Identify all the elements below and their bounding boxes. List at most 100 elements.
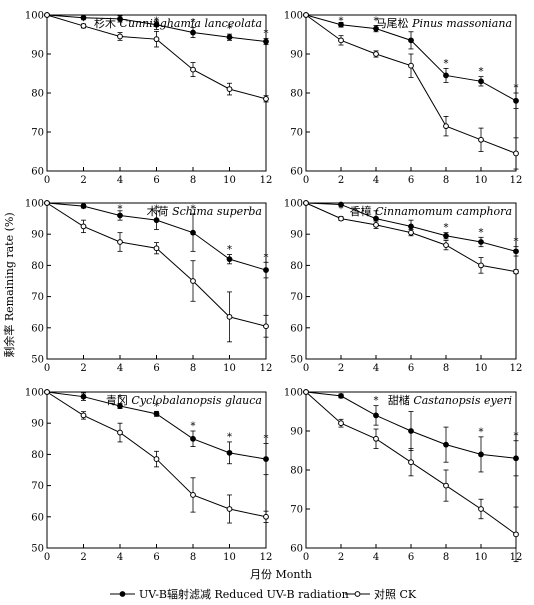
data-point-control [373, 435, 379, 442]
significance-marker: * [191, 17, 196, 28]
x-tick-label: 0 [44, 363, 50, 374]
x-tick-label: 12 [260, 552, 273, 563]
panel-4: 50 60 70 80 90 100 0 2 4 6 8 10 12 香樟 Cinnamomum camp… [284, 199, 522, 375]
data-point-treatment [153, 21, 160, 28]
x-tick-label: 8 [443, 552, 449, 563]
legend: UV-B辐射滤减 Reduced UV-B radiation 对照 CK [110, 587, 417, 601]
significance-marker: * [118, 204, 123, 215]
data-point-control [117, 239, 123, 245]
x-tick-label: 10 [223, 175, 236, 186]
data-point-treatment [153, 217, 160, 224]
x-axis-label: 月份 Month [250, 568, 312, 581]
x-tick-label: 0 [44, 175, 50, 186]
x-tick-label: 2 [338, 552, 344, 563]
y-tick-label: 60 [31, 512, 44, 523]
data-point-treatment [263, 38, 269, 45]
data-point-treatment [513, 97, 519, 104]
x-tick-label: 10 [475, 175, 488, 186]
x-tick-label: 2 [338, 175, 344, 186]
significance-marker: * [191, 421, 196, 432]
y-tick-label: 80 [31, 89, 44, 100]
significance-marker: * [374, 396, 379, 407]
significance-marker: * [227, 244, 232, 255]
x-tick-label: 12 [260, 175, 273, 186]
x-tick-label: 4 [373, 175, 379, 186]
data-point-treatment [190, 435, 196, 442]
significance-marker: * [339, 204, 344, 215]
legend-control-label: 对照 CK [374, 587, 417, 601]
data-point-treatment [338, 393, 344, 399]
y-tick-label: 100 [25, 11, 44, 22]
data-point-treatment [373, 412, 379, 419]
data-point-treatment [263, 267, 269, 273]
data-point-control [303, 12, 309, 18]
data-point-treatment [117, 403, 123, 409]
x-tick-label: 4 [117, 552, 123, 563]
data-point-treatment [190, 229, 196, 236]
data-point-control [338, 215, 344, 222]
data-point-control [478, 262, 484, 269]
significance-marker: * [118, 16, 123, 27]
data-point-treatment [408, 37, 414, 44]
x-tick-label: 10 [475, 552, 488, 563]
x-tick-label: 0 [303, 175, 309, 186]
data-point-control [263, 95, 269, 102]
panel-title: 香樟 Cinnamomum camphora [350, 204, 512, 218]
data-point-control [80, 223, 87, 230]
data-point-control [80, 412, 87, 419]
y-axis-label: 剩余率 Remaining rate (%) [2, 212, 16, 357]
data-point-treatment [443, 72, 449, 79]
y-tick-label: 60 [290, 544, 303, 555]
y-tick-label: 70 [290, 128, 303, 139]
data-point-control [373, 51, 379, 57]
x-tick-label: 8 [443, 363, 449, 374]
data-point-control [153, 456, 160, 462]
panel-title: 青冈 Cyclobalanopsis glauca [106, 394, 262, 407]
y-tick-label: 50 [31, 355, 44, 366]
data-point-control [443, 482, 449, 489]
x-tick-label: 4 [373, 363, 379, 374]
data-point-control [513, 150, 519, 157]
data-point-treatment [226, 449, 233, 456]
data-point-control [80, 23, 87, 29]
y-tick-label: 90 [31, 50, 44, 61]
data-point-treatment [190, 29, 196, 36]
significance-marker: * [444, 223, 449, 234]
x-tick-label: 6 [153, 552, 159, 563]
y-tick-label: 80 [31, 261, 44, 272]
x-tick-label: 6 [153, 175, 159, 186]
y-tick-label: 90 [290, 50, 303, 61]
x-tick-label: 4 [373, 552, 379, 563]
significance-marker: * [227, 24, 232, 35]
x-tick-label: 2 [80, 363, 86, 374]
y-tick-label: 100 [284, 11, 303, 22]
data-point-control [373, 221, 379, 228]
data-point-treatment [513, 248, 519, 255]
significance-marker: * [374, 16, 379, 27]
x-tick-label: 10 [223, 552, 236, 563]
y-tick-label: 50 [31, 544, 44, 555]
data-point-control [408, 459, 414, 466]
panel-title: 马尾松 Pinus massoniana [376, 16, 512, 30]
data-point-control [117, 33, 123, 40]
y-tick-label: 50 [290, 355, 303, 366]
data-point-treatment [373, 215, 379, 222]
x-tick-label: 0 [303, 552, 309, 563]
data-point-treatment [80, 203, 87, 210]
data-point-control [44, 12, 50, 18]
data-point-treatment [338, 201, 344, 208]
significance-marker: * [514, 237, 519, 248]
data-point-treatment [513, 455, 519, 462]
legend-treatment-marker [119, 591, 126, 597]
x-tick-label: 2 [80, 175, 86, 186]
legend-control-marker [354, 591, 361, 597]
data-point-control [478, 506, 484, 512]
significance-marker: * [444, 58, 449, 69]
y-tick-label: 70 [31, 128, 44, 139]
data-point-treatment [80, 14, 87, 21]
data-point-control [44, 200, 50, 206]
x-tick-label: 2 [338, 363, 344, 374]
